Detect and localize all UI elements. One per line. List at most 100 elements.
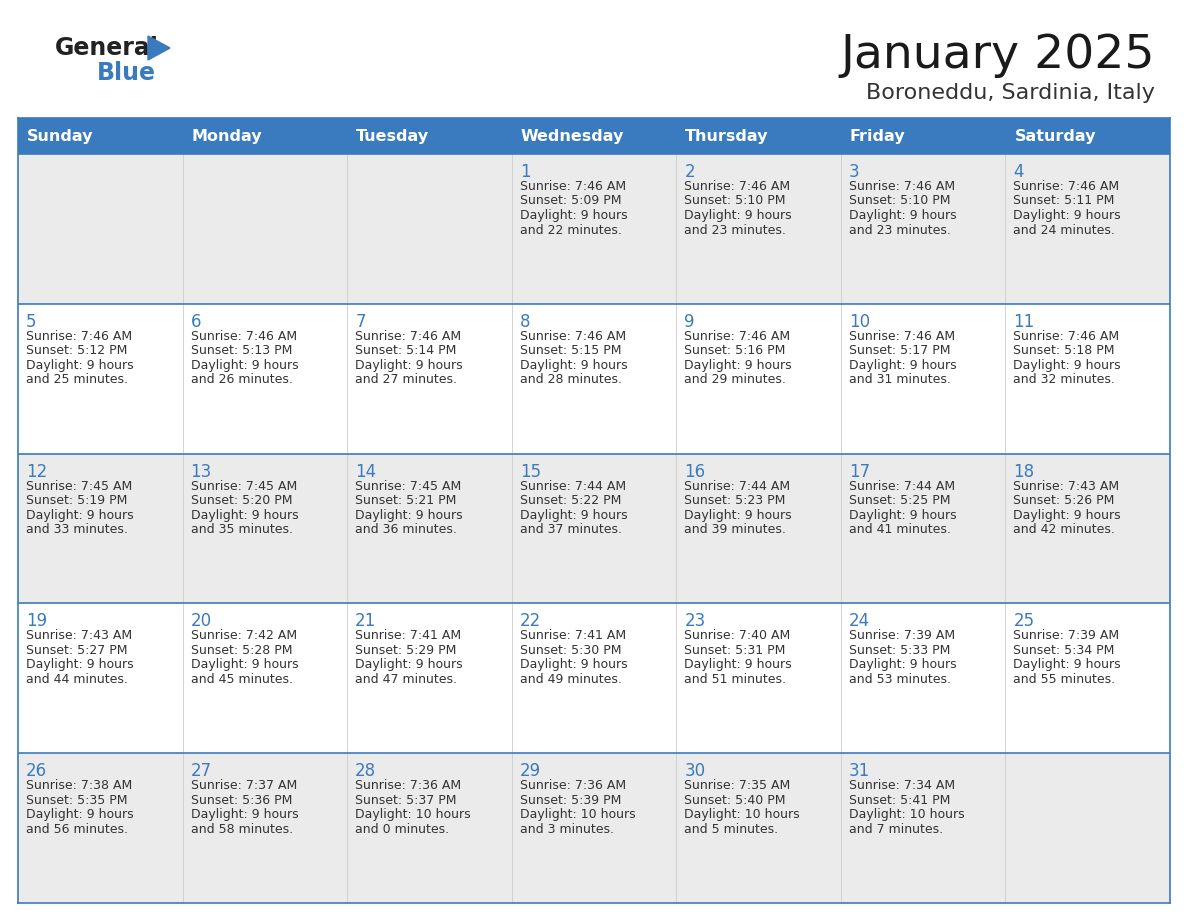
Text: Sunset: 5:14 PM: Sunset: 5:14 PM bbox=[355, 344, 456, 357]
Text: Sunset: 5:17 PM: Sunset: 5:17 PM bbox=[849, 344, 950, 357]
Text: Sunrise: 7:46 AM: Sunrise: 7:46 AM bbox=[190, 330, 297, 342]
Text: Sunset: 5:15 PM: Sunset: 5:15 PM bbox=[519, 344, 621, 357]
Bar bbox=[18, 118, 183, 154]
Bar bbox=[18, 154, 1170, 304]
Text: Daylight: 9 hours: Daylight: 9 hours bbox=[684, 658, 792, 671]
Text: Sunset: 5:30 PM: Sunset: 5:30 PM bbox=[519, 644, 621, 657]
Text: Sunrise: 7:46 AM: Sunrise: 7:46 AM bbox=[1013, 330, 1119, 342]
Text: Sunrise: 7:43 AM: Sunrise: 7:43 AM bbox=[1013, 479, 1119, 493]
Text: Sunset: 5:33 PM: Sunset: 5:33 PM bbox=[849, 644, 950, 657]
Text: Daylight: 9 hours: Daylight: 9 hours bbox=[849, 509, 956, 521]
Text: and 33 minutes.: and 33 minutes. bbox=[26, 523, 128, 536]
Text: Daylight: 9 hours: Daylight: 9 hours bbox=[1013, 658, 1121, 671]
Text: 22: 22 bbox=[519, 612, 541, 631]
Text: and 39 minutes.: and 39 minutes. bbox=[684, 523, 786, 536]
Text: Sunset: 5:28 PM: Sunset: 5:28 PM bbox=[190, 644, 292, 657]
Text: Sunrise: 7:46 AM: Sunrise: 7:46 AM bbox=[849, 330, 955, 342]
Text: Sunset: 5:22 PM: Sunset: 5:22 PM bbox=[519, 494, 621, 507]
Text: Sunrise: 7:36 AM: Sunrise: 7:36 AM bbox=[355, 779, 461, 792]
Text: Daylight: 9 hours: Daylight: 9 hours bbox=[190, 808, 298, 822]
Text: and 28 minutes.: and 28 minutes. bbox=[519, 374, 621, 386]
Text: and 32 minutes.: and 32 minutes. bbox=[1013, 374, 1116, 386]
Text: 5: 5 bbox=[26, 313, 37, 330]
Text: and 56 minutes.: and 56 minutes. bbox=[26, 823, 128, 835]
Text: Sunset: 5:36 PM: Sunset: 5:36 PM bbox=[190, 794, 292, 807]
Text: Sunset: 5:21 PM: Sunset: 5:21 PM bbox=[355, 494, 456, 507]
Text: Sunrise: 7:45 AM: Sunrise: 7:45 AM bbox=[355, 479, 461, 493]
Text: Daylight: 9 hours: Daylight: 9 hours bbox=[519, 658, 627, 671]
Text: Sunrise: 7:46 AM: Sunrise: 7:46 AM bbox=[1013, 180, 1119, 193]
Text: and 22 minutes.: and 22 minutes. bbox=[519, 223, 621, 237]
Text: Sunset: 5:19 PM: Sunset: 5:19 PM bbox=[26, 494, 127, 507]
Text: Sunrise: 7:46 AM: Sunrise: 7:46 AM bbox=[519, 180, 626, 193]
Text: and 3 minutes.: and 3 minutes. bbox=[519, 823, 614, 835]
Text: Sunrise: 7:46 AM: Sunrise: 7:46 AM bbox=[849, 180, 955, 193]
Text: Sunrise: 7:45 AM: Sunrise: 7:45 AM bbox=[26, 479, 132, 493]
Text: 1: 1 bbox=[519, 163, 530, 181]
Text: 8: 8 bbox=[519, 313, 530, 330]
Text: and 36 minutes.: and 36 minutes. bbox=[355, 523, 457, 536]
Text: 10: 10 bbox=[849, 313, 870, 330]
Text: and 7 minutes.: and 7 minutes. bbox=[849, 823, 943, 835]
Text: Daylight: 9 hours: Daylight: 9 hours bbox=[1013, 359, 1121, 372]
Text: 17: 17 bbox=[849, 463, 870, 481]
Text: and 53 minutes.: and 53 minutes. bbox=[849, 673, 950, 686]
Text: Blue: Blue bbox=[97, 61, 156, 85]
Text: 14: 14 bbox=[355, 463, 377, 481]
Text: 30: 30 bbox=[684, 762, 706, 780]
Text: Daylight: 9 hours: Daylight: 9 hours bbox=[849, 658, 956, 671]
Text: 26: 26 bbox=[26, 762, 48, 780]
Text: and 5 minutes.: and 5 minutes. bbox=[684, 823, 778, 835]
Text: Daylight: 9 hours: Daylight: 9 hours bbox=[26, 359, 133, 372]
Text: Sunset: 5:09 PM: Sunset: 5:09 PM bbox=[519, 195, 621, 207]
Text: 20: 20 bbox=[190, 612, 211, 631]
Text: Sunset: 5:40 PM: Sunset: 5:40 PM bbox=[684, 794, 785, 807]
Text: Daylight: 10 hours: Daylight: 10 hours bbox=[519, 808, 636, 822]
Bar bbox=[841, 118, 1005, 154]
Text: Sunset: 5:31 PM: Sunset: 5:31 PM bbox=[684, 644, 785, 657]
Bar bbox=[676, 118, 841, 154]
Text: Sunrise: 7:46 AM: Sunrise: 7:46 AM bbox=[26, 330, 132, 342]
Text: Sunset: 5:23 PM: Sunset: 5:23 PM bbox=[684, 494, 785, 507]
Text: Sunrise: 7:44 AM: Sunrise: 7:44 AM bbox=[849, 479, 955, 493]
Text: Sunrise: 7:39 AM: Sunrise: 7:39 AM bbox=[1013, 630, 1119, 643]
Text: Sunrise: 7:35 AM: Sunrise: 7:35 AM bbox=[684, 779, 790, 792]
Text: Sunrise: 7:41 AM: Sunrise: 7:41 AM bbox=[519, 630, 626, 643]
Text: Sunset: 5:16 PM: Sunset: 5:16 PM bbox=[684, 344, 785, 357]
Text: Sunrise: 7:39 AM: Sunrise: 7:39 AM bbox=[849, 630, 955, 643]
Text: Sunday: Sunday bbox=[27, 129, 94, 143]
Bar bbox=[18, 453, 1170, 603]
Text: Daylight: 9 hours: Daylight: 9 hours bbox=[355, 509, 463, 521]
Text: 12: 12 bbox=[26, 463, 48, 481]
Text: Sunset: 5:29 PM: Sunset: 5:29 PM bbox=[355, 644, 456, 657]
Text: Sunset: 5:34 PM: Sunset: 5:34 PM bbox=[1013, 644, 1114, 657]
Text: Daylight: 9 hours: Daylight: 9 hours bbox=[190, 359, 298, 372]
Text: Daylight: 10 hours: Daylight: 10 hours bbox=[355, 808, 470, 822]
Text: and 49 minutes.: and 49 minutes. bbox=[519, 673, 621, 686]
Text: 4: 4 bbox=[1013, 163, 1024, 181]
Text: General: General bbox=[55, 36, 159, 60]
Text: Sunrise: 7:45 AM: Sunrise: 7:45 AM bbox=[190, 479, 297, 493]
Text: 24: 24 bbox=[849, 612, 870, 631]
Text: 25: 25 bbox=[1013, 612, 1035, 631]
Text: Daylight: 9 hours: Daylight: 9 hours bbox=[26, 509, 133, 521]
Text: and 29 minutes.: and 29 minutes. bbox=[684, 374, 786, 386]
Text: Daylight: 9 hours: Daylight: 9 hours bbox=[1013, 509, 1121, 521]
Text: Sunrise: 7:44 AM: Sunrise: 7:44 AM bbox=[684, 479, 790, 493]
Text: and 37 minutes.: and 37 minutes. bbox=[519, 523, 621, 536]
Text: 11: 11 bbox=[1013, 313, 1035, 330]
Text: and 44 minutes.: and 44 minutes. bbox=[26, 673, 128, 686]
Bar bbox=[1005, 118, 1170, 154]
Text: and 31 minutes.: and 31 minutes. bbox=[849, 374, 950, 386]
Text: Sunset: 5:27 PM: Sunset: 5:27 PM bbox=[26, 644, 127, 657]
Text: Sunset: 5:10 PM: Sunset: 5:10 PM bbox=[849, 195, 950, 207]
Text: Daylight: 10 hours: Daylight: 10 hours bbox=[684, 808, 800, 822]
Text: 7: 7 bbox=[355, 313, 366, 330]
Text: 27: 27 bbox=[190, 762, 211, 780]
Text: Sunset: 5:12 PM: Sunset: 5:12 PM bbox=[26, 344, 127, 357]
Text: Monday: Monday bbox=[191, 129, 263, 143]
Text: 18: 18 bbox=[1013, 463, 1035, 481]
Text: Daylight: 10 hours: Daylight: 10 hours bbox=[849, 808, 965, 822]
Text: Daylight: 9 hours: Daylight: 9 hours bbox=[684, 509, 792, 521]
Text: January 2025: January 2025 bbox=[840, 33, 1155, 79]
